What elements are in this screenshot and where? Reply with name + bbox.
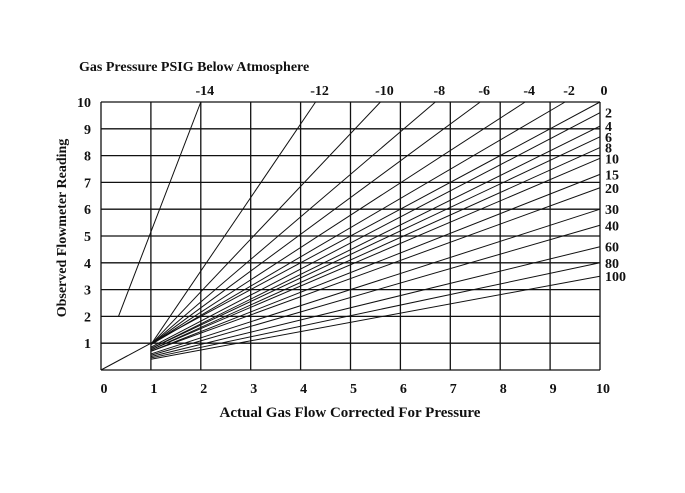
right-pressure-label: 60 [605, 241, 619, 256]
grid [100, 101, 601, 371]
right-pressure-label: 20 [605, 182, 619, 197]
series-lines [100, 101, 601, 371]
right-pressure-label: 4 [605, 120, 612, 135]
y-tick-label: 4 [84, 257, 91, 272]
series-line [150, 125, 601, 350]
series-line [150, 101, 436, 345]
right-pressure-label: 40 [605, 219, 619, 234]
y-axis-label: Observed Flowmeter Reading [55, 139, 70, 318]
top-pressure-label: -14 [195, 84, 214, 99]
right-pressure-label: 2 [605, 107, 612, 122]
x-tick-label: 8 [500, 382, 507, 397]
right-pressure-label: 8 [605, 142, 612, 157]
y-tick-label: 7 [84, 176, 91, 191]
x-axis-label: Actual Gas Flow Corrected For Pressure [220, 405, 481, 421]
top-pressure-label: -12 [310, 84, 329, 99]
x-tick-labels: 0 1 2 3 4 5 6 7 8 9 10 [101, 382, 611, 397]
series-line [150, 101, 526, 345]
x-tick-label: 2 [200, 382, 207, 397]
top-pressure-label: -10 [375, 84, 394, 99]
right-pressure-label: 30 [605, 203, 619, 218]
chart-title: Gas Pressure PSIG Below Atmosphere [79, 60, 309, 75]
x-tick-label: 7 [450, 382, 457, 397]
top-pressure-labels: -14 -12 -10 -8 -6 -4 -2 0 [195, 84, 607, 99]
series-line [150, 187, 601, 352]
top-pressure-label: -4 [523, 84, 535, 99]
series-line [150, 173, 601, 352]
right-pressure-label: 100 [605, 270, 626, 285]
y-tick-label: 9 [84, 123, 91, 138]
x-tick-label: 4 [300, 382, 307, 397]
y-tick-label: 3 [84, 284, 91, 299]
series-line [150, 147, 601, 351]
y-tick-label: 10 [77, 96, 91, 111]
y-tick-label: 1 [84, 337, 91, 352]
series-line [150, 101, 481, 345]
right-pressure-label: 15 [605, 168, 619, 183]
series-line [150, 136, 601, 350]
series-line [150, 275, 601, 360]
y-tick-label: 5 [84, 230, 91, 245]
top-pressure-label: 0 [601, 84, 608, 99]
x-tick-label: 3 [250, 382, 257, 397]
series-line [150, 157, 601, 351]
x-tick-label: 0 [101, 382, 108, 397]
top-pressure-label: -2 [563, 84, 575, 99]
right-pressure-label: 80 [605, 257, 619, 272]
x-tick-label: 6 [400, 382, 407, 397]
series-line [150, 112, 601, 348]
series-line [150, 101, 316, 345]
x-tick-label: 9 [550, 382, 557, 397]
series-line [150, 224, 601, 356]
top-pressure-label: -6 [478, 84, 490, 99]
y-tick-labels: 1 2 3 4 5 6 7 8 9 10 [77, 96, 91, 352]
right-pressure-label: 6 [605, 131, 612, 146]
right-pressure-label: 10 [605, 152, 619, 167]
series-line [150, 208, 601, 355]
x-tick-label: 1 [150, 382, 157, 397]
series-line [117, 101, 202, 317]
series-line [150, 262, 601, 359]
series-line [150, 101, 381, 345]
x-tick-label: 5 [350, 382, 357, 397]
series-line [150, 101, 566, 345]
top-pressure-label: -8 [433, 84, 445, 99]
y-tick-label: 8 [84, 150, 91, 165]
series-line [150, 246, 601, 358]
x-tick-label: 10 [596, 382, 610, 397]
y-tick-label: 2 [84, 310, 91, 325]
series-line [100, 101, 601, 371]
y-tick-label: 6 [84, 203, 91, 218]
